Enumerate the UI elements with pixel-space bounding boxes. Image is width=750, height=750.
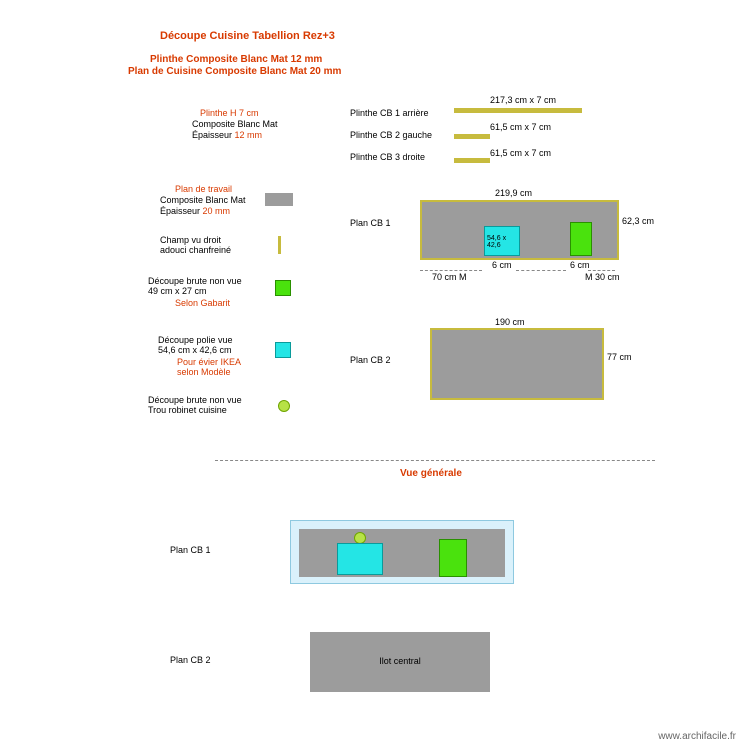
plinthe-material: Composite Blanc Mat [192, 119, 278, 129]
cb1-leftgap: 70 cm M [432, 272, 467, 282]
cb2-slab [430, 328, 604, 400]
swatch-green-icon [275, 280, 291, 296]
plan-travail-mat: Composite Blanc Mat [160, 195, 246, 205]
vue-cb2-label: Plan CB 2 [170, 655, 211, 665]
vue-cb2-slab: Ilot central [310, 632, 490, 692]
plinth-cb1-label: Plinthe CB 1 arrière [350, 108, 429, 118]
cb1-h: 62,3 cm [622, 216, 654, 226]
page-title-1: Découpe Cuisine Tabellion Rez+3 [160, 30, 335, 42]
vue-cb1-label: Plan CB 1 [170, 545, 211, 555]
vue-cb1-sink [337, 543, 383, 575]
champ-label: Champ vu droit adouci chanfreiné [160, 235, 231, 255]
plan-travail-ep-val: 20 mm [203, 206, 231, 216]
cb1-rightgap: M 30 cm [585, 272, 620, 282]
selon-gabarit: Selon Gabarit [175, 298, 230, 308]
vue-cb1-hob [439, 539, 467, 577]
swatch-yellow-dot-icon [278, 400, 290, 412]
plinthe-h-label: Plinthe H 7 cm [200, 108, 259, 118]
page-title-3: Plan de Cuisine Composite Blanc Mat 20 m… [128, 66, 341, 77]
plan-travail-ep-label: Épaisseur [160, 206, 200, 216]
cb1-sink-below: 6 cm [492, 260, 512, 270]
cb1-sink-dim: 54,6 x 42,6 [487, 235, 519, 249]
plinth-cb3-bar [454, 158, 490, 163]
vue-cb1-frame [290, 520, 514, 584]
plinth-cb1-dim: 217,3 cm x 7 cm [490, 95, 556, 105]
decoupe-polie-label: Découpe polie vue 54,6 cm x 42,6 cm [158, 335, 233, 355]
cb2-w: 190 cm [495, 317, 525, 327]
cb1-hob-below: 6 cm [570, 260, 590, 270]
swatch-cyan-icon [275, 342, 291, 358]
plinth-cb2-dim: 61,5 cm x 7 cm [490, 122, 551, 132]
vue-cb1-slab [299, 529, 505, 577]
cb1-w: 219,9 cm [495, 188, 532, 198]
plinth-cb2-bar [454, 134, 490, 139]
cb1-hob [570, 222, 592, 256]
cb1-label: Plan CB 1 [350, 218, 391, 228]
plinth-cb3-label: Plinthe CB 3 droite [350, 152, 425, 162]
cb2-h: 77 cm [607, 352, 632, 362]
swatch-slab [265, 193, 293, 206]
decoupe-robinet-label: Découpe brute non vue Trou robinet cuisi… [148, 395, 242, 415]
plinth-cb1-bar [454, 108, 582, 113]
plinthe-ep-label: Épaisseur [192, 130, 232, 140]
decoupe-brute-label: Découpe brute non vue 49 cm x 27 cm [148, 276, 242, 296]
plinthe-ep: Épaisseur 12 mm [192, 130, 262, 140]
cb2-label: Plan CB 2 [350, 355, 391, 365]
cb1-slab: 54,6 x 42,6 [420, 200, 619, 260]
page-title-2: Plinthe Composite Blanc Mat 12 mm [150, 54, 322, 65]
ilot-central-label: Ilot central [310, 656, 490, 666]
plan-travail-ep: Épaisseur 20 mm [160, 206, 230, 216]
vue-generale-title: Vue générale [400, 468, 462, 479]
swatch-edge [278, 236, 281, 254]
footer-watermark: www.archifacile.fr [658, 731, 736, 742]
plinthe-ep-val: 12 mm [235, 130, 263, 140]
plinth-cb3-dim: 61,5 cm x 7 cm [490, 148, 551, 158]
pour-evier: Pour évier IKEA selon Modèle [177, 357, 241, 377]
plinth-cb2-label: Plinthe CB 2 gauche [350, 130, 432, 140]
plan-travail-title: Plan de travail [175, 184, 232, 194]
cb1-sink: 54,6 x 42,6 [484, 226, 520, 256]
